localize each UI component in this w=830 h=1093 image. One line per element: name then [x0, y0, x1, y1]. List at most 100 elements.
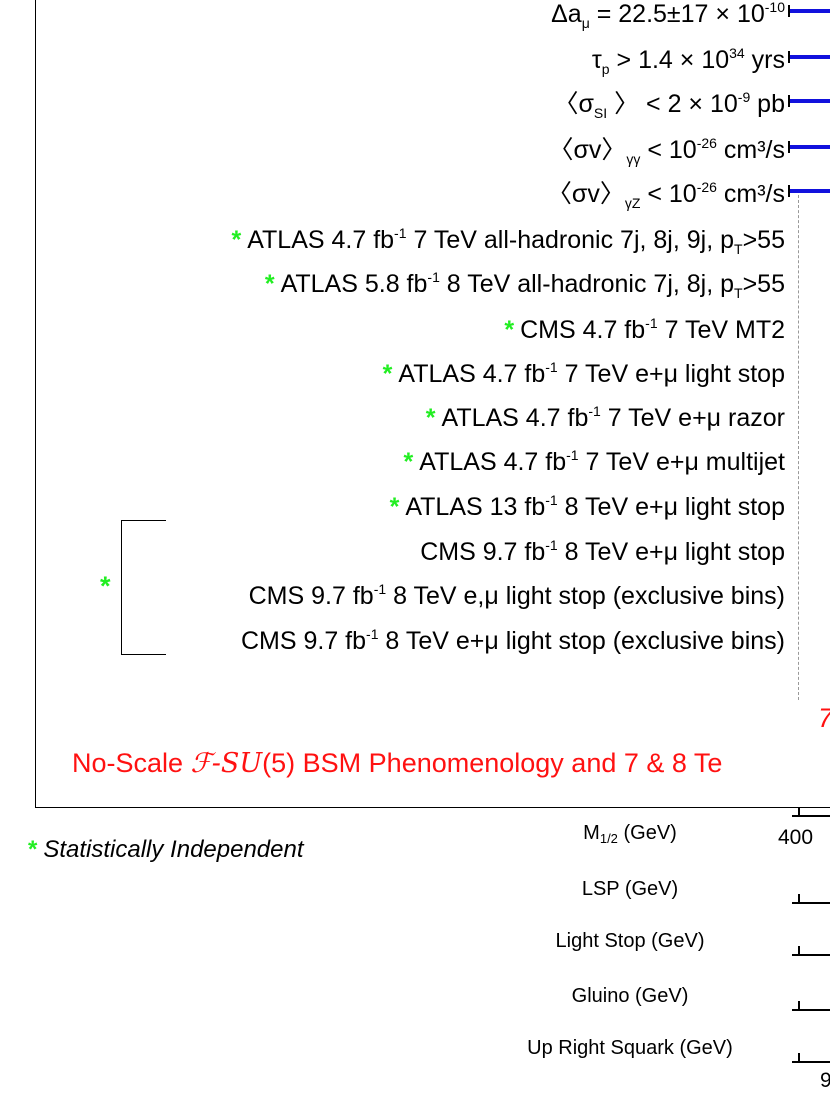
legend-star: * — [28, 836, 38, 863]
constraint-bar-cap — [788, 141, 790, 153]
constraint-sup: -10 — [764, 0, 785, 15]
search-text: ATLAS 4.7 fb — [419, 448, 567, 476]
x-axis-line — [792, 1061, 830, 1063]
x-axis-label-text: (GeV) — [617, 822, 677, 844]
search-text: ATLAS 4.7 fb — [398, 360, 546, 388]
x-axis-label: Light Stop (GeV) — [470, 930, 790, 953]
search-text: 7 TeV e+μ light stop — [557, 360, 785, 388]
search-star: * — [504, 316, 515, 344]
constraint-row: 〈σSI 〉 < 2 × 10-9 pb — [553, 82, 785, 128]
search-row: * ATLAS 13 fb-1 8 TeV e+μ light stop — [390, 485, 785, 522]
reference-dashed-line — [798, 190, 799, 700]
search-star: * — [382, 360, 393, 388]
constraint-sup: -9 — [737, 89, 751, 105]
search-text: CMS 4.7 fb — [520, 316, 646, 344]
search-text: ATLAS 4.7 fb — [441, 404, 589, 432]
search-text: 7 TeV all-hadronic 7j, 8j, 9j, p — [406, 226, 735, 254]
search-sup: -1 — [645, 315, 658, 331]
search-text: 7 TeV MT2 — [657, 316, 785, 344]
search-star: * — [264, 270, 275, 298]
chart-subtitle: 7 — [818, 703, 830, 734]
constraint-tail: yrs — [744, 46, 785, 74]
x-axis-label: LSP (GeV) — [470, 878, 790, 901]
constraint-sub: μ — [581, 15, 590, 31]
search-row: CMS 9.7 fb-1 8 TeV e+μ light stop (exclu… — [241, 619, 785, 656]
search-sup: -1 — [566, 447, 579, 463]
search-row: * ATLAS 5.8 fb-1 8 TeV all-hadronic 7j, 8… — [265, 262, 785, 308]
plot-frame — [35, 0, 830, 808]
constraint-text: 〉 < 2 × 10 — [607, 90, 738, 118]
x-axis-label-text: Gluino (GeV) — [571, 985, 689, 1007]
constraint-bar — [790, 55, 830, 59]
x-axis-label: Up Right Squark (GeV) — [470, 1037, 790, 1060]
search-text: 7 TeV e+μ razor — [600, 404, 785, 432]
x-axis-tick — [798, 946, 800, 956]
x-axis-label: Gluino (GeV) — [470, 985, 790, 1008]
search-text: 8 TeV e+μ light stop — [557, 538, 785, 566]
search-tail: >55 — [742, 226, 785, 254]
x-axis-line — [792, 902, 830, 904]
x-axis-label-text: LSP (GeV) — [581, 878, 679, 900]
constraint-row: 〈σv〉γγ < 10-26 cm³/s — [548, 128, 785, 174]
search-sup: -1 — [588, 403, 601, 419]
search-text: ATLAS 5.8 fb — [280, 270, 428, 298]
x-axis-tick — [798, 1001, 800, 1011]
search-text: ATLAS 4.7 fb — [247, 226, 395, 254]
constraint-bar-cap — [788, 51, 790, 63]
constraint-sup: 34 — [729, 45, 745, 61]
search-row: * CMS 4.7 fb-1 7 TeV MT2 — [504, 308, 785, 345]
constraint-row: Δaμ = 22.5±17 × 10-10 — [551, 0, 785, 38]
x-axis-label-text: M — [583, 822, 600, 844]
search-sub: T — [734, 285, 743, 301]
constraint-bar — [790, 145, 830, 149]
constraint-tail: pb — [750, 90, 785, 118]
search-sup: -1 — [545, 492, 558, 508]
search-text: 8 TeV e+μ light stop — [557, 493, 785, 521]
chart-title: No-Scale ℱ-SU(5) BSM Phenomenology and 7… — [72, 748, 723, 779]
search-star: * — [231, 226, 242, 254]
x-axis-tick — [798, 894, 800, 904]
constraint-text: τ — [591, 46, 602, 74]
cms-group-bracket — [121, 520, 166, 655]
constraint-tail: cm³/s — [716, 136, 785, 164]
constraint-text: Δa — [551, 0, 582, 28]
search-text: 8 TeV e+μ light stop (exclusive bins) — [378, 627, 785, 655]
x-axis-tick-label: 9 — [820, 1069, 830, 1092]
constraint-text: 〈σv〉 — [546, 180, 625, 208]
constraint-bar — [790, 189, 830, 193]
search-row: CMS 9.7 fb-1 8 TeV e+μ light stop — [420, 530, 785, 567]
search-star: * — [389, 493, 400, 521]
search-sup: -1 — [394, 225, 407, 241]
search-text: CMS 9.7 fb — [248, 582, 374, 610]
constraint-bar — [790, 9, 830, 13]
search-row: CMS 9.7 fb-1 8 TeV e,μ light stop (exclu… — [249, 574, 785, 611]
x-axis-line — [792, 815, 830, 817]
constraint-bar-cap — [788, 5, 790, 17]
constraint-text: = 22.5±17 × 10 — [589, 0, 765, 28]
search-sub: T — [734, 241, 743, 257]
x-axis-tick-label: 400 — [778, 826, 814, 849]
search-sup: -1 — [373, 581, 387, 597]
constraint-text: > 1.4 × 10 — [609, 46, 730, 74]
x-axis-tick — [798, 1053, 800, 1063]
legend-note: * Statistically Independent — [28, 836, 304, 863]
search-sup: -1 — [427, 269, 440, 285]
x-axis-tick — [798, 807, 800, 817]
constraint-sup: -26 — [696, 135, 717, 151]
bracket-star-marker: * — [100, 571, 111, 601]
search-star: * — [403, 448, 414, 476]
constraint-sub: SI — [593, 105, 608, 121]
search-sup: -1 — [545, 359, 558, 375]
search-text: 8 TeV e,μ light stop (exclusive bins) — [386, 582, 785, 610]
search-sup: -1 — [545, 537, 558, 553]
constraint-sub: γZ — [624, 195, 641, 211]
x-axis-label-text: Light Stop (GeV) — [555, 930, 705, 952]
search-row: * ATLAS 4.7 fb-1 7 TeV all-hadronic 7j, 8… — [231, 218, 785, 264]
constraint-sub: p — [601, 61, 610, 77]
constraint-sup: -26 — [696, 179, 717, 195]
constraint-row: 〈σv〉γZ < 10-26 cm³/s — [547, 172, 785, 218]
search-star: * — [425, 404, 436, 432]
search-row: * ATLAS 4.7 fb-1 7 TeV e+μ razor — [426, 396, 785, 433]
search-text: CMS 9.7 fb — [420, 538, 546, 566]
x-axis-line — [792, 1009, 830, 1011]
